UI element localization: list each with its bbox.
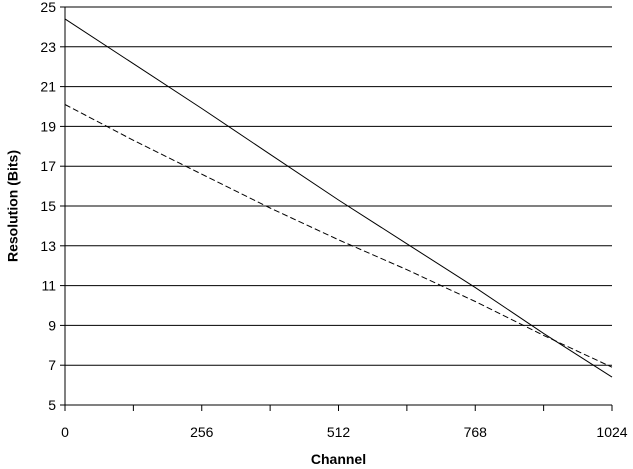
- y-axis-title: Resolution (Bits): [5, 150, 21, 262]
- tick-labels: 5 7 9 11 13 15 17 19 21 23 25 0 256 512 768 1024: [40, 0, 627, 440]
- y-tick-label: 15: [40, 198, 56, 214]
- y-tick-label: 17: [40, 158, 56, 174]
- y-tick-label: 5: [48, 397, 56, 413]
- series-lines: [64, 18, 613, 378]
- y-tick-label: 19: [40, 118, 56, 134]
- x-axis-title: Channel: [311, 451, 366, 467]
- y-tick-label: 23: [40, 39, 56, 55]
- dashed-series-line: [64, 104, 613, 368]
- y-tick-label: 25: [40, 0, 56, 15]
- x-tick-label: 512: [327, 424, 351, 440]
- x-tick-label: 768: [464, 424, 488, 440]
- gridlines: [65, 6, 612, 366]
- y-tick-label: 13: [40, 238, 56, 254]
- y-tick-label: 9: [48, 317, 56, 333]
- y-tick-label: 21: [40, 79, 56, 95]
- axes: [60, 6, 613, 411]
- x-tick-label: 1024: [596, 424, 627, 440]
- x-tick-label: 0: [61, 424, 69, 440]
- y-tick-label: 11: [41, 278, 56, 294]
- x-tick-label: 256: [190, 424, 214, 440]
- y-tick-label: 7: [48, 357, 56, 373]
- solid-series-line: [64, 18, 613, 378]
